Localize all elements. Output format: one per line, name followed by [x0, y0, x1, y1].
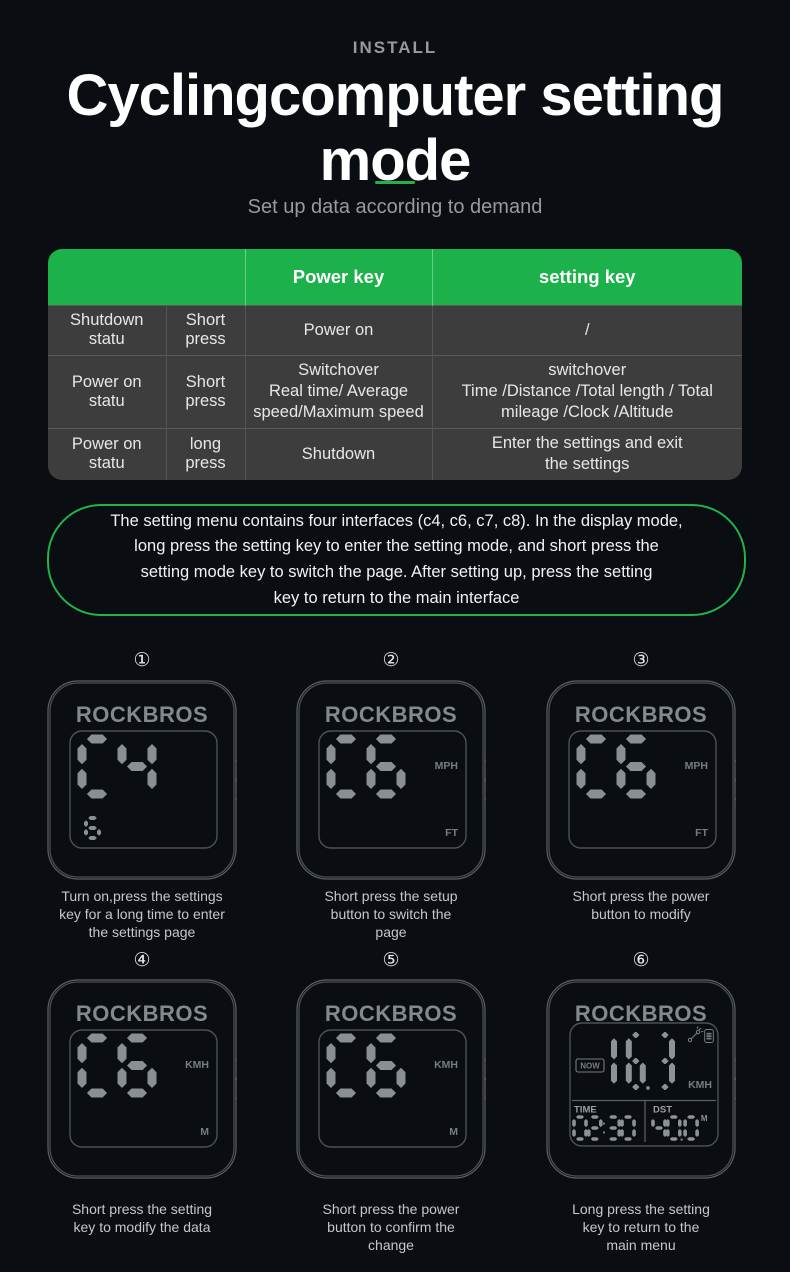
svg-text:ROCKBROS: ROCKBROS: [76, 702, 208, 727]
svg-text:ROCKBROS: ROCKBROS: [76, 1001, 208, 1026]
svg-text:DST: DST: [653, 1105, 672, 1116]
svg-text:KMH: KMH: [185, 1059, 209, 1071]
svg-text:ROCKBROS: ROCKBROS: [325, 1001, 457, 1026]
svg-text:FT: FT: [695, 827, 708, 839]
svg-text:M: M: [200, 1126, 209, 1138]
svg-text:MPH: MPH: [685, 760, 708, 772]
svg-text:M: M: [449, 1126, 458, 1138]
svg-text:NOW: NOW: [580, 1062, 600, 1071]
svg-text:KMH: KMH: [434, 1059, 458, 1071]
svg-text:TIME: TIME: [574, 1105, 597, 1116]
svg-text:ROCKBROS: ROCKBROS: [325, 702, 457, 727]
svg-text:FT: FT: [445, 827, 458, 839]
svg-text:KMH: KMH: [688, 1079, 712, 1091]
svg-text:ROCKBROS: ROCKBROS: [575, 1001, 707, 1026]
svg-text:ROCKBROS: ROCKBROS: [575, 702, 707, 727]
svg-text:MPH: MPH: [435, 760, 458, 772]
svg-text:M: M: [701, 1114, 708, 1123]
